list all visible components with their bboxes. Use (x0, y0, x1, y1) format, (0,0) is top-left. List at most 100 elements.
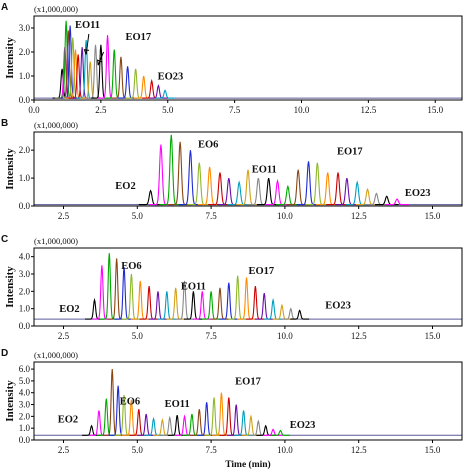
peak-annotation: EO23 (158, 72, 184, 83)
y-tick-label: 0.0 (19, 201, 31, 211)
y-tick-label: 4.0 (19, 388, 31, 398)
peak-annotation: EO23 (405, 188, 431, 199)
x-tick-label: 15.0 (425, 331, 441, 341)
y-axis-title: Intensity (4, 266, 16, 308)
x-tick-label: 7.5 (205, 445, 217, 455)
y-scale-label: (x1,000,000) (34, 4, 78, 14)
peak-trace (265, 178, 290, 206)
y-tick-label: 5.0 (19, 376, 31, 386)
peak-trace (136, 413, 156, 436)
peak-trace (155, 89, 175, 99)
peak-trace (139, 286, 159, 320)
plot-frame (33, 15, 463, 101)
x-tick-label: 15.0 (425, 445, 441, 455)
panel-letter: A (1, 2, 8, 13)
x-tick-label: 2.5 (95, 105, 107, 115)
peak-trace (236, 169, 260, 206)
plot-frame (33, 131, 463, 207)
peak-group (82, 369, 290, 436)
peak-trace (219, 282, 239, 320)
peak-trace (276, 184, 300, 206)
x-tick-label: 0.0 (28, 105, 40, 115)
peak-trace (374, 195, 399, 206)
peak-annotation: EO2 (58, 414, 78, 425)
peak-annotation: EO11 (252, 164, 277, 175)
peak-annotation: EO6 (120, 397, 140, 408)
x-tick-label: 10.0 (277, 331, 293, 341)
y-tick-label: 1.0 (19, 423, 31, 433)
peak-trace (148, 291, 168, 320)
peak-annotation: EO11 (181, 282, 206, 293)
peak-trace (97, 35, 118, 99)
peak-annotation: EO6 (198, 139, 218, 150)
peak-trace (114, 267, 134, 320)
y-tick-label: 0.0 (19, 435, 31, 445)
peak-trace (210, 287, 230, 320)
peak-annotation: EO17 (337, 146, 363, 157)
peak-trace (201, 291, 221, 320)
y-axis-title: Intensity (4, 37, 16, 79)
peak-trace (85, 297, 104, 320)
x-tick-label: 2.5 (58, 331, 70, 341)
y-axis-title: Intensity (4, 380, 16, 422)
annotation-arrow (85, 33, 90, 55)
peak-annotation: EO6 (121, 261, 141, 272)
y-tick-label: 2.0 (19, 411, 31, 421)
x-tick-label: 2.5 (58, 445, 70, 455)
peak-trace (82, 424, 101, 436)
x-tick-label: 12.5 (351, 445, 367, 455)
x-tick-label: 15.0 (425, 211, 441, 221)
y-scale-label: (x1,000,000) (34, 120, 78, 130)
peak-trace (187, 162, 212, 206)
peak-trace (183, 291, 203, 320)
peak-trace (148, 84, 169, 99)
peak-trace (175, 280, 194, 320)
plot-frame (33, 247, 463, 327)
panel-letter: D (1, 348, 8, 359)
peak-trace (192, 291, 212, 320)
y-tick-label: 3.0 (19, 400, 31, 410)
peak-trace (130, 280, 150, 320)
peak-annotation: EO11 (75, 20, 100, 31)
peak-group (52, 20, 175, 99)
y-tick-label: 1.0 (19, 71, 31, 81)
peak-annotation: EO2 (115, 181, 135, 192)
chart-panel-b: B (x1,000,000) Intensity 0.0 1.0 2.0 2.5 5.0 7.5… (1, 118, 463, 221)
y-tick-label: 1.0 (19, 173, 31, 183)
x-tick-label: 12.5 (351, 211, 367, 221)
x-tick-label: 7.5 (229, 105, 241, 115)
y-tick-label: 2.0 (19, 145, 31, 155)
peak-trace (237, 277, 256, 320)
chart-panel-d: D (x1,000,000) Intensity 0.0 1.0 2.03.0 4.0 5.0… (1, 348, 463, 470)
peak-trace (263, 428, 283, 436)
peak-annotation: EO17 (235, 376, 261, 387)
x-tick-label: 7.5 (205, 331, 217, 341)
y-tick-label: 6.0 (19, 364, 31, 374)
peak-annotation: EO23 (290, 420, 316, 431)
y-tick-label: 0.0 (19, 321, 31, 331)
y-tick-label: 3.0 (19, 269, 31, 279)
annotation-arrowhead (83, 49, 90, 55)
peak-trace (385, 198, 409, 206)
x-axis-title: Time (min) (225, 459, 270, 470)
annotation-arrowhead (97, 59, 103, 66)
y-tick-label: 2.0 (19, 47, 31, 57)
x-tick-label: 5.0 (132, 211, 144, 221)
peak-trace (138, 189, 163, 206)
peak-trace (271, 429, 290, 436)
x-tick-label: 10.0 (277, 211, 293, 221)
chart-panel-c: C (x1,000,000) Intensity 0.0 1.0 2.0 3.0 4.0 2.5… (1, 234, 463, 341)
peak-annotation: EO23 (325, 301, 351, 312)
y-axis-title: Intensity (4, 148, 16, 190)
peak-trace (254, 292, 274, 320)
y-tick-label: 3.0 (19, 23, 31, 33)
peak-trace (228, 275, 248, 320)
x-tick-label: 5.0 (132, 331, 144, 341)
annotation-arrow (97, 51, 105, 66)
peak-annotation: EO2 (59, 304, 79, 315)
y-scale-label: (x1,000,000) (34, 236, 78, 246)
x-tick-label: 12.5 (351, 331, 367, 341)
y-tick-label: 4.0 (19, 252, 31, 262)
panel-letter: C (1, 234, 8, 245)
x-tick-label: 2.5 (58, 211, 70, 221)
